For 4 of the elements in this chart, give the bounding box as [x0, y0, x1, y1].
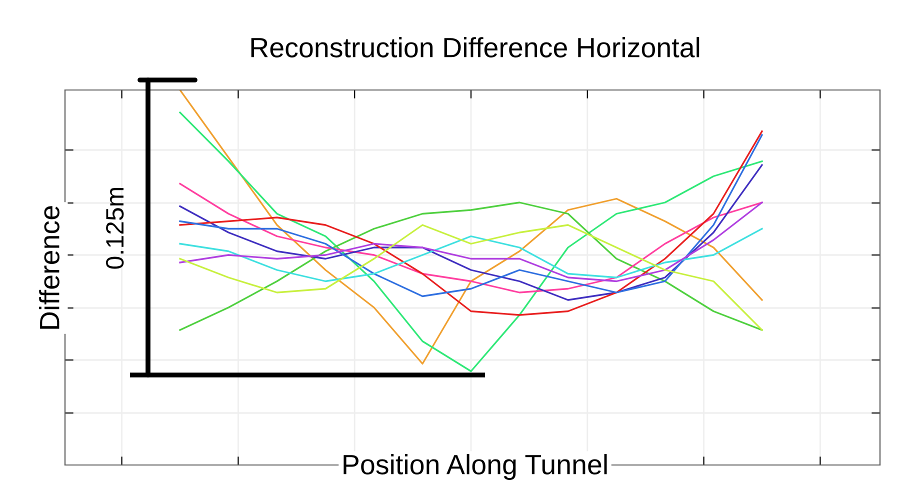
text: 0.125m [106, 188, 124, 269]
y-axis-title: Difference [39, 206, 60, 329]
x-axis-title: Position Along Tunnel [344, 454, 607, 480]
chart-title: Reconstruction Difference Horizontal [251, 37, 700, 58]
